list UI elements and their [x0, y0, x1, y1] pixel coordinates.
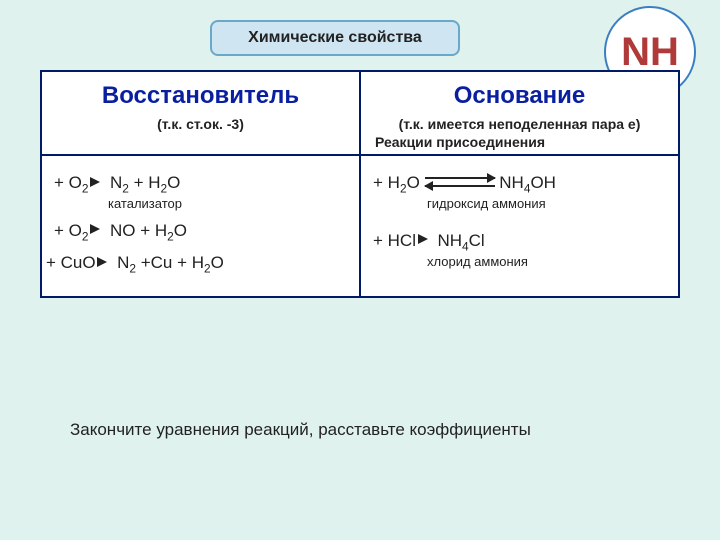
title-pill: Химические свойства	[210, 20, 460, 56]
lr1-annotation: катализатор	[108, 194, 351, 214]
lr3-rsub1: 2	[129, 261, 136, 275]
right-reaction-2: + HCl NH4Cl хлорид аммония	[373, 228, 670, 272]
nh-label: NH	[621, 30, 679, 75]
card-body-row: + O2 N2 + H2O катализатор + O2 NO + H2O …	[42, 156, 678, 296]
left-col-title: Восстановитель	[50, 82, 351, 110]
lr3-rhs2: +Cu + H	[136, 253, 204, 272]
rr1-lhs: + H	[373, 173, 400, 192]
right-body-cell: + H2O NH4OH гидроксид аммония + HCl NH4C…	[361, 156, 678, 296]
left-reaction-1: + O2 N2 + H2O катализатор	[54, 170, 351, 214]
card-header-row: Восстановитель (т.к. ст.ок. -3) Основани…	[42, 72, 678, 156]
left-body-cell: + O2 N2 + H2O катализатор + O2 NO + H2O …	[42, 156, 361, 296]
rr2-annotation: хлорид аммония	[427, 252, 670, 272]
right-col-title: Основание	[369, 82, 670, 110]
left-reaction-2: + O2 NO + H2O	[54, 218, 351, 246]
rr1-lsub: 2	[400, 181, 407, 195]
lr3-rhs1: N	[117, 253, 129, 272]
left-reaction-3: + CuO N2 +Cu + H2O	[46, 250, 351, 278]
rr1-rtail: OH	[530, 173, 556, 192]
lr2-lsub: 2	[82, 229, 89, 243]
lr3-rsub2: 2	[204, 261, 211, 275]
lr1-lsub: 2	[82, 181, 89, 195]
lr2-rtail: O	[174, 221, 187, 240]
task-text: Закончите уравнения реакций, расставьте …	[70, 420, 531, 440]
lr2-rsub: 2	[167, 229, 174, 243]
lr3-rhs3: O	[211, 253, 224, 272]
rr1-ltail: O	[407, 173, 420, 192]
right-subnote2: Реакции присоединения	[369, 134, 670, 150]
lr1-rhs2: + H	[129, 173, 161, 192]
rr2-rhs: NH	[437, 231, 462, 250]
lr1-rhs1: N	[110, 173, 122, 192]
rr1-annotation: гидроксид аммония	[427, 194, 670, 214]
right-header-cell: Основание (т.к. имеется неподеленная пар…	[361, 72, 678, 156]
rr2-lhs: + HCl	[373, 231, 416, 250]
lr3-lhs: + CuO	[46, 253, 96, 272]
lr1-lhs: + O	[54, 173, 82, 192]
lr2-lhs: + O	[54, 221, 82, 240]
lr1-rhs3: O	[167, 173, 180, 192]
lr2-rhs: NO + H	[110, 221, 167, 240]
rr1-rhs: NH	[499, 173, 524, 192]
properties-card: Восстановитель (т.к. ст.ок. -3) Основани…	[40, 70, 680, 298]
equilibrium-arrow-icon	[425, 175, 495, 189]
title-text: Химические свойства	[248, 29, 422, 47]
right-subnote: (т.к. имеется неподеленная пара е)	[369, 116, 670, 132]
left-subnote: (т.к. ст.ок. -3)	[50, 116, 351, 132]
right-reaction-1: + H2O NH4OH гидроксид аммония	[373, 170, 670, 214]
rr2-rtail: Cl	[469, 231, 485, 250]
left-header-cell: Восстановитель (т.к. ст.ок. -3)	[42, 72, 361, 156]
